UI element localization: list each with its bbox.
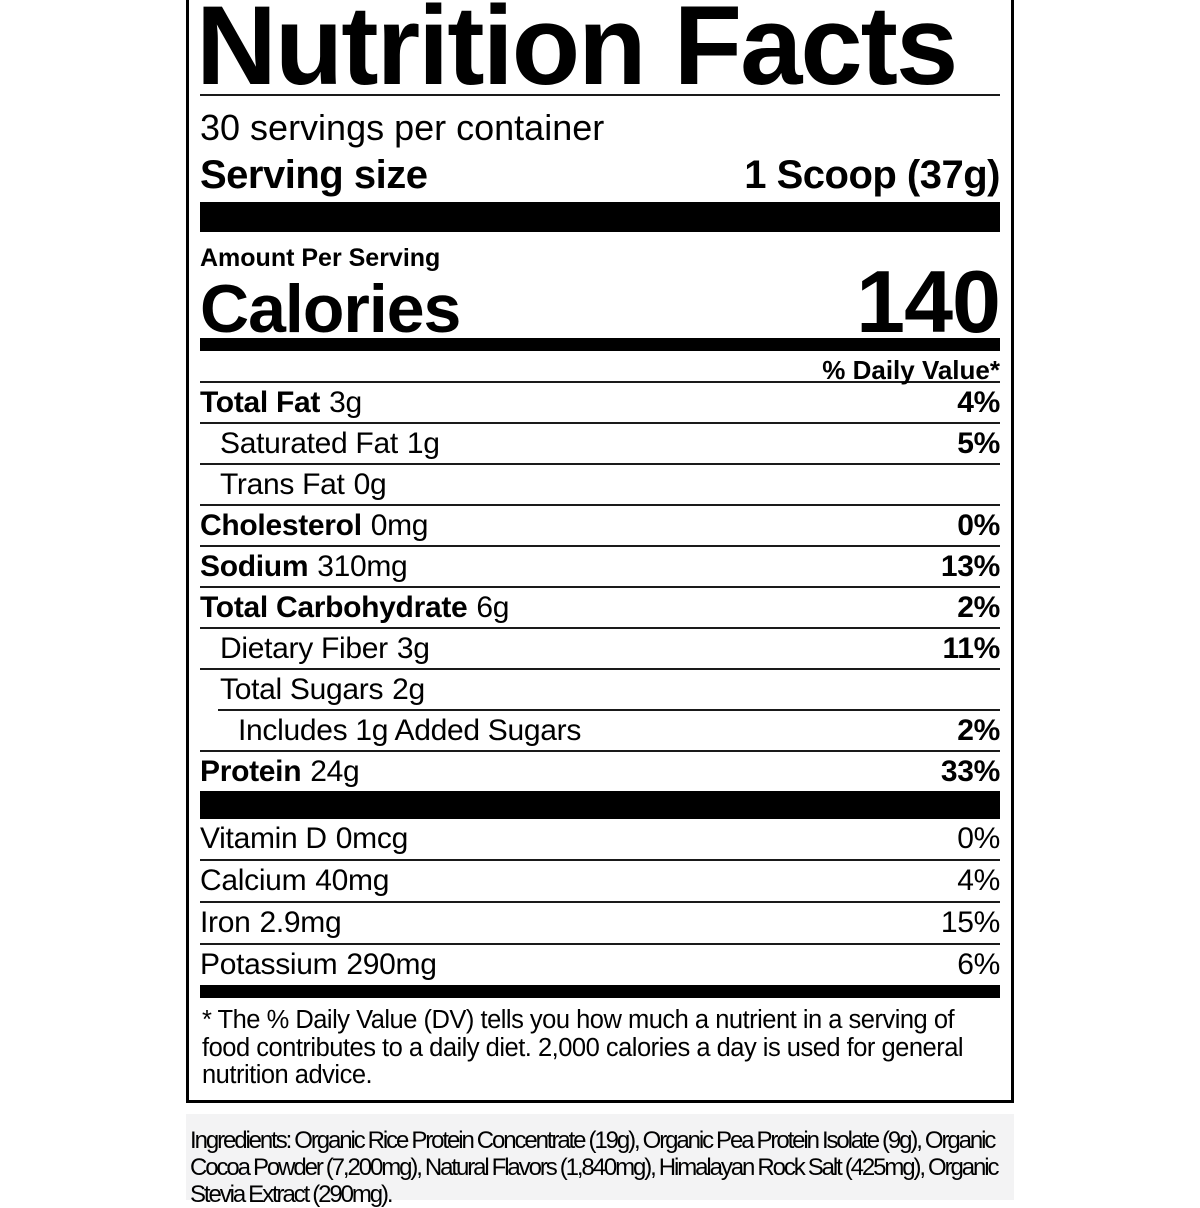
ingredients-text: Ingredients: Organic Rice Protein Concen… bbox=[186, 1114, 1014, 1208]
divider bbox=[200, 545, 1000, 547]
daily-value-header: % Daily Value* bbox=[822, 355, 1000, 385]
section-bar bbox=[200, 338, 1000, 351]
nutrient-dv: 2% bbox=[957, 590, 1000, 624]
nutrient-name: Saturated Fat bbox=[220, 426, 398, 460]
row-iron: Iron 2.9mg 15% bbox=[200, 903, 1000, 943]
divider bbox=[200, 586, 1000, 588]
nutrient-name: Total Sugars bbox=[220, 672, 384, 706]
nutrient-name: Dietary Fiber bbox=[220, 631, 388, 665]
nutrient-amount: 6g bbox=[476, 590, 510, 624]
section-bar bbox=[200, 202, 1000, 232]
row-protein: Protein 24g 33% bbox=[200, 752, 1000, 791]
vitamin-dv: 0% bbox=[957, 822, 1000, 855]
vitamin-amount: 40mg bbox=[315, 864, 390, 897]
nutrient-amount: 3g bbox=[329, 385, 362, 419]
divider bbox=[200, 463, 1000, 465]
row-total-fat: Total Fat 3g 4% bbox=[200, 383, 1000, 422]
nutrient-amount: 310mg bbox=[317, 549, 408, 583]
row-cholesterol: Cholesterol 0mg 0% bbox=[200, 506, 1000, 545]
row-potassium: Potassium 290mg 6% bbox=[200, 945, 1000, 985]
calories-value: 140 bbox=[856, 252, 1001, 351]
row-sodium: Sodium 310mg 13% bbox=[200, 547, 1000, 586]
nutrient-amount: 3g bbox=[396, 631, 430, 665]
row-dietary-fiber: Dietary Fiber 3g 11% bbox=[200, 629, 1000, 668]
vitamin-name: Iron bbox=[200, 906, 251, 939]
vitamin-dv: 6% bbox=[957, 948, 1000, 981]
nutrient-name: Sodium bbox=[200, 549, 309, 583]
amount-per-serving-label: Amount Per Serving bbox=[200, 244, 441, 272]
vitamin-name: Vitamin D bbox=[200, 822, 327, 855]
serving-size-row: Serving size 1 Scoop (37g) bbox=[200, 148, 1000, 202]
serving-size-label: Serving size bbox=[200, 152, 428, 197]
vitamin-amount: 0mcg bbox=[335, 822, 408, 855]
nutrient-name: Protein bbox=[200, 754, 302, 788]
vitamin-dv: 15% bbox=[940, 906, 1000, 939]
vitamin-dv: 4% bbox=[957, 864, 1000, 897]
nutrient-name: Total Carbohydrate bbox=[200, 590, 468, 624]
divider bbox=[200, 859, 1000, 861]
divider bbox=[200, 627, 1000, 629]
serving-size-value: 1 Scoop (37g) bbox=[744, 152, 1000, 197]
vitamin-amount: 290mg bbox=[346, 948, 437, 981]
calories-label: Calories bbox=[200, 271, 461, 347]
panel-title: Nutrition Facts bbox=[196, 0, 958, 108]
nutrient-dv: 5% bbox=[957, 426, 1000, 460]
nutrient-dv: 33% bbox=[940, 754, 1000, 788]
nutrient-name: Trans Fat bbox=[220, 467, 345, 501]
vitamin-name: Potassium bbox=[200, 948, 338, 981]
vitamin-amount: 2.9mg bbox=[259, 906, 342, 939]
daily-value-footnote: * The % Daily Value (DV) tells you how m… bbox=[202, 1006, 964, 1089]
nutrient-dv: 2% bbox=[957, 713, 1000, 747]
row-added-sugars: Includes 1g Added Sugars 2% bbox=[200, 711, 1000, 750]
divider bbox=[200, 94, 1000, 96]
nutrient-dv: 4% bbox=[957, 385, 1000, 419]
nutrient-name: Total Fat bbox=[200, 385, 321, 419]
divider bbox=[200, 750, 1000, 752]
nutrient-amount: 24g bbox=[310, 754, 360, 788]
divider bbox=[200, 943, 1000, 945]
row-saturated-fat: Saturated Fat 1g 5% bbox=[200, 424, 1000, 463]
nutrient-amount: 0mg bbox=[370, 508, 429, 542]
divider bbox=[200, 381, 1000, 383]
nutrition-facts-panel: Nutrition Facts 30 servings per containe… bbox=[186, 0, 1014, 1103]
servings-per-container: 30 servings per container bbox=[200, 107, 605, 148]
row-trans-fat: Trans Fat 0g bbox=[200, 465, 1000, 504]
row-vitamin-d: Vitamin D 0mcg 0% bbox=[200, 819, 1000, 859]
nutrient-name: Includes 1g Added Sugars bbox=[238, 713, 582, 747]
nutrient-amount: 1g bbox=[406, 426, 440, 460]
divider bbox=[200, 668, 1000, 670]
section-bar bbox=[200, 791, 1000, 819]
nutrient-amount: 2g bbox=[392, 672, 425, 706]
nutrient-amount: 0g bbox=[353, 467, 387, 501]
nutrient-dv: 11% bbox=[942, 631, 1001, 665]
vitamin-name: Calcium bbox=[200, 864, 307, 897]
row-total-sugars: Total Sugars 2g bbox=[200, 670, 1000, 709]
row-calcium: Calcium 40mg 4% bbox=[200, 861, 1000, 901]
nutrient-dv: 0% bbox=[957, 508, 1000, 542]
divider bbox=[218, 709, 1000, 711]
nutrient-dv: 13% bbox=[940, 549, 1000, 583]
divider bbox=[200, 504, 1000, 506]
row-total-carbohydrate: Total Carbohydrate 6g 2% bbox=[200, 588, 1000, 627]
calories-row: Calories 140 bbox=[200, 258, 1001, 347]
nutrient-name: Cholesterol bbox=[200, 508, 362, 542]
divider bbox=[200, 422, 1000, 424]
divider bbox=[200, 901, 1000, 903]
section-bar bbox=[200, 985, 1000, 998]
